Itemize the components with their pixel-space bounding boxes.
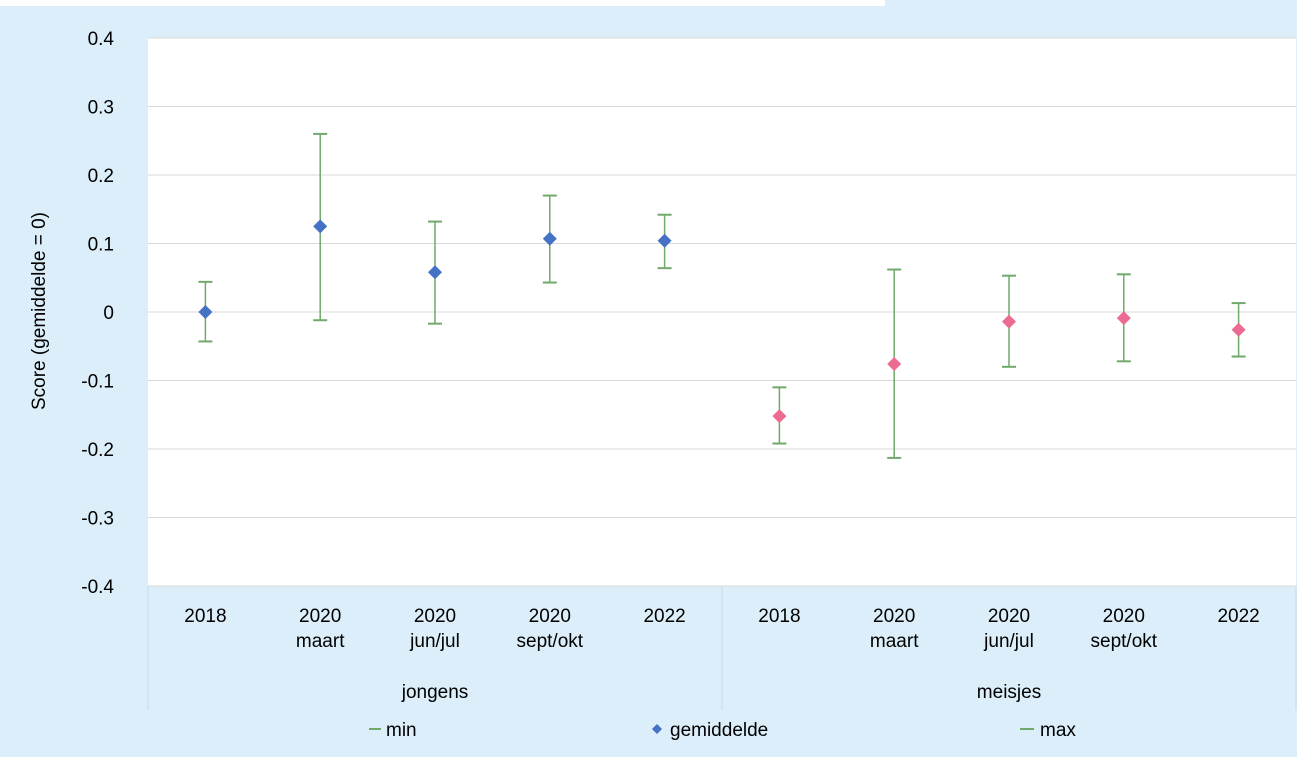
x-tick-label: 2022	[1217, 606, 1259, 627]
mean-marker	[313, 219, 328, 234]
mean-marker	[428, 265, 442, 280]
x-axis: jongens meisjes 2018 2020 maart 2020 jun/jul 20…	[147, 586, 1297, 710]
x-tick-label: 2018	[184, 606, 226, 627]
x-tick-label: 2020	[529, 606, 571, 627]
x-tick-label: 2018	[758, 606, 800, 627]
y-axis: 0.4 0.3 0.2 0.1 0 -0.1 -0.2 -0.3 -0.4	[81, 29, 114, 598]
mean-marker	[772, 409, 787, 424]
mean-marker	[1231, 322, 1246, 337]
mean-marker	[887, 357, 902, 372]
mean-marker	[542, 231, 557, 246]
y-tick-label: -0.3	[81, 509, 114, 530]
data-marks	[198, 132, 1246, 459]
group-label-jongens: jongens	[401, 682, 469, 703]
legend-max-label: max	[1040, 720, 1076, 741]
mean-marker	[1002, 314, 1016, 329]
mean-marker	[1116, 311, 1131, 326]
legend-min-label: min	[386, 720, 417, 741]
group-label-meisjes: meisjes	[977, 682, 1041, 703]
y-tick-label: 0.2	[88, 166, 114, 187]
gridlines	[148, 37, 1296, 587]
x-tick-label: maart	[296, 631, 345, 652]
x-tick-label: 2020	[988, 606, 1030, 627]
y-axis-label: Score (gemiddelde = 0)	[29, 212, 50, 410]
x-tick-label: sept/okt	[1091, 631, 1158, 652]
x-tick-label: 2020	[299, 606, 341, 627]
x-tick-label: 2020	[414, 606, 456, 627]
mean-marker	[198, 305, 213, 319]
y-tick-label: 0.1	[88, 235, 114, 256]
x-tick-label: sept/okt	[517, 631, 584, 652]
legend: min gemiddelde max	[369, 720, 1076, 741]
mean-marker	[657, 233, 672, 248]
x-tick-label: 2022	[643, 606, 685, 627]
x-tick-label: jun/jul	[983, 631, 1034, 652]
y-tick-label: 0	[103, 303, 114, 324]
legend-gemiddelde-icon	[652, 724, 662, 734]
x-tick-label: jun/jul	[409, 631, 460, 652]
y-tick-label: -0.1	[81, 372, 114, 393]
x-tick-label: 2020	[873, 606, 915, 627]
y-tick-label: 0.4	[88, 29, 115, 50]
y-tick-label: -0.2	[81, 440, 114, 461]
x-tick-label: maart	[870, 631, 919, 652]
y-tick-label: 0.3	[88, 98, 114, 119]
top-white-strip	[0, 0, 885, 6]
legend-gemiddelde-label: gemiddelde	[670, 720, 768, 741]
x-tick-label: 2020	[1103, 606, 1145, 627]
y-tick-label: -0.4	[81, 577, 114, 598]
